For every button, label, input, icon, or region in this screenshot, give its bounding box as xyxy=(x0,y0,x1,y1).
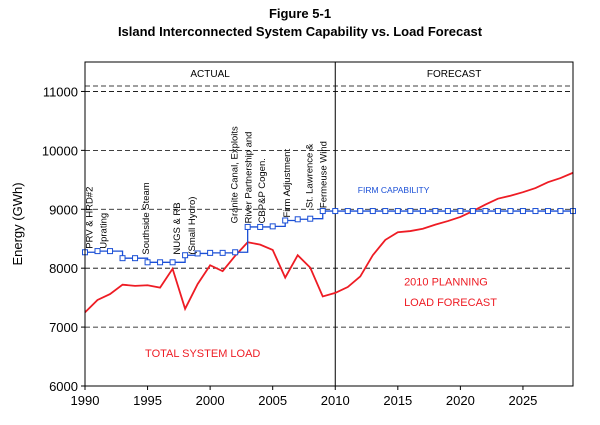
annotation-cbpp: CBP&P Cogen. xyxy=(257,158,268,223)
x-tick-label: 2025 xyxy=(508,393,537,408)
series-point-capability xyxy=(369,208,376,215)
axes: 6000 7000 8000 9000 10000 11000 1990 1995 2000 20… xyxy=(10,61,574,408)
series-point-capability xyxy=(394,208,401,215)
plot-frame xyxy=(84,61,574,387)
x-tick-label: 2015 xyxy=(383,393,412,408)
series-point-capability xyxy=(294,216,301,223)
y-tick-label: 9000 xyxy=(49,202,78,217)
annotation-nugs: NUGS & RB xyxy=(172,202,183,254)
series-point-capability xyxy=(344,208,351,215)
y-tick-label: 7000 xyxy=(49,320,78,335)
annotation-total-load: TOTAL SYSTEM LOAD xyxy=(145,348,260,360)
series-point-capability xyxy=(332,208,339,215)
series-point-capability xyxy=(544,208,551,215)
series-point-capability xyxy=(94,248,101,255)
series-point-capability xyxy=(144,259,151,266)
series-point-capability xyxy=(207,249,214,256)
x-tick-label: 1990 xyxy=(71,393,100,408)
series-point-capability xyxy=(407,208,414,215)
series-point-capability xyxy=(357,208,364,215)
annotation-granite: Granite Canal, Exploits xyxy=(230,126,241,223)
series-point-capability xyxy=(269,223,276,230)
x-tick-label: 2010 xyxy=(321,393,350,408)
y-tick-label: 10000 xyxy=(42,143,78,158)
series-point-capability xyxy=(194,250,201,257)
annotation-river: River Partnership and xyxy=(243,132,254,224)
series-point-capability xyxy=(457,208,464,215)
y-tick-label: 6000 xyxy=(49,379,78,394)
series-point-capability xyxy=(307,215,314,222)
series-point-capability xyxy=(282,217,289,224)
series-point-capability xyxy=(494,208,501,215)
series-point-capability xyxy=(232,249,239,256)
y-tick-label: 11000 xyxy=(43,84,78,99)
series-point-capability xyxy=(444,208,451,215)
chart-title: Island Interconnected System Capability … xyxy=(117,24,483,39)
series-point-capability xyxy=(382,208,389,215)
series-point-capability xyxy=(182,252,189,259)
series-point-capability xyxy=(169,259,176,266)
y-tick-label: 8000 xyxy=(49,261,78,276)
series-point-capability xyxy=(432,208,439,215)
series-point-capability xyxy=(157,259,164,266)
figure-label: Figure 5-1 xyxy=(268,6,332,21)
annotation-uprating: Uprating xyxy=(98,213,109,249)
series-point-capability xyxy=(107,248,114,255)
series-point-capability xyxy=(219,249,226,256)
section-label-actual: ACTUAL xyxy=(190,69,230,80)
section-label-forecast: FORECAST xyxy=(427,69,481,80)
grid-lines xyxy=(85,85,573,328)
series-point-capability xyxy=(419,208,426,215)
series-point-capability xyxy=(507,208,514,215)
annotation-prv: PRV & HRD#2 xyxy=(85,187,96,249)
annotation-planning-1: 2010 PLANNING xyxy=(404,276,488,288)
series-point-capability xyxy=(132,255,139,262)
x-tick-label: 2000 xyxy=(196,393,225,408)
annotation-planning-2: LOAD FORECAST xyxy=(404,297,497,309)
series-point-capability xyxy=(244,223,251,230)
annotation-firm-adj: Firm Adjustment xyxy=(282,149,293,218)
series-point-capability xyxy=(482,208,489,215)
series-point-capability xyxy=(319,208,326,215)
annotation-small-hydro: (Small Hydro) xyxy=(187,197,198,255)
annotation-stlawrence: St. Lawrence & xyxy=(305,143,316,208)
x-tick-label: 2020 xyxy=(446,393,475,408)
annotations: PRV & HRD#2 Uprating Southside Steam NUGS &… xyxy=(85,126,498,360)
series-point-capability xyxy=(119,255,126,262)
series-line-load xyxy=(84,171,574,314)
annotation-firm-cap-label: FIRM CAPABILITY xyxy=(358,185,430,195)
series-line-capability xyxy=(85,210,573,263)
x-tick-label: 1995 xyxy=(133,393,162,408)
series-point-capability xyxy=(257,223,264,230)
section-labels: ACTUAL FORECAST xyxy=(190,62,481,386)
annotation-southside: Southside Steam xyxy=(141,182,152,254)
x-tick-label: 2005 xyxy=(258,393,287,408)
annotation-fermeuse: Fermeuse Wind xyxy=(318,141,329,208)
series-point-capability xyxy=(557,208,564,215)
y-axis-label: Energy (GWh) xyxy=(10,182,25,265)
series-point-capability xyxy=(519,208,526,215)
series-point-capability xyxy=(469,208,476,215)
series-point-capability xyxy=(532,208,539,215)
